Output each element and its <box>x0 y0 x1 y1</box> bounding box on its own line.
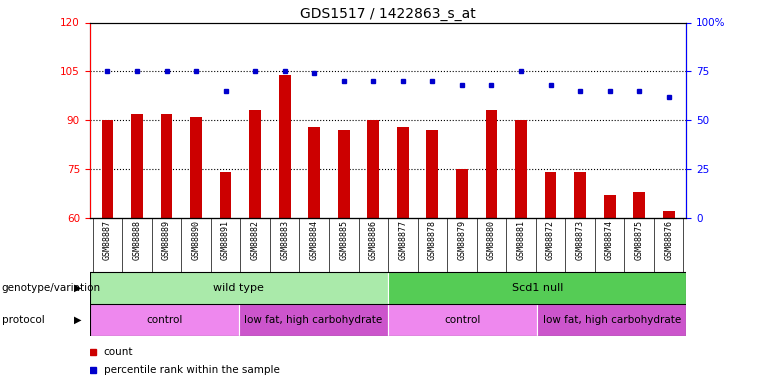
Text: percentile rank within the sample: percentile rank within the sample <box>104 365 279 375</box>
Bar <box>388 272 686 304</box>
Text: low fat, high carbohydrate: low fat, high carbohydrate <box>244 315 382 325</box>
Text: GSM88876: GSM88876 <box>665 220 673 260</box>
Bar <box>604 195 615 217</box>
Text: GSM88873: GSM88873 <box>576 220 584 260</box>
Text: protocol: protocol <box>2 315 44 325</box>
Bar <box>308 126 320 218</box>
Bar <box>456 169 468 217</box>
Text: count: count <box>104 346 133 357</box>
Text: GSM88872: GSM88872 <box>546 220 555 260</box>
Bar <box>544 172 556 217</box>
Text: GSM88875: GSM88875 <box>635 220 644 260</box>
Bar <box>90 272 388 304</box>
Bar <box>574 172 586 217</box>
Text: GSM88884: GSM88884 <box>310 220 319 260</box>
Bar <box>250 110 261 218</box>
Bar <box>427 130 438 218</box>
Text: GSM88880: GSM88880 <box>487 220 496 260</box>
Text: wild type: wild type <box>214 283 264 293</box>
Bar <box>663 211 675 217</box>
Text: genotype/variation: genotype/variation <box>2 283 101 293</box>
Bar <box>220 172 232 217</box>
Bar <box>278 75 291 217</box>
Bar <box>239 304 388 336</box>
Bar <box>338 130 349 218</box>
Bar <box>190 117 202 218</box>
Bar <box>367 120 379 218</box>
Text: control: control <box>146 315 183 325</box>
Text: ▶: ▶ <box>74 315 82 325</box>
Text: GSM88890: GSM88890 <box>192 220 200 260</box>
Text: Scd1 null: Scd1 null <box>512 283 563 293</box>
Text: low fat, high carbohydrate: low fat, high carbohydrate <box>543 315 681 325</box>
Text: GSM88881: GSM88881 <box>516 220 526 260</box>
Text: GSM88883: GSM88883 <box>280 220 289 260</box>
Bar <box>90 304 239 336</box>
Bar <box>388 304 537 336</box>
Text: GSM88889: GSM88889 <box>162 220 171 260</box>
Text: GSM88879: GSM88879 <box>457 220 466 260</box>
Bar <box>537 304 686 336</box>
Text: GSM88886: GSM88886 <box>369 220 378 260</box>
Title: GDS1517 / 1422863_s_at: GDS1517 / 1422863_s_at <box>300 8 476 21</box>
Text: GSM88882: GSM88882 <box>250 220 260 260</box>
Text: control: control <box>445 315 480 325</box>
Bar <box>633 192 645 217</box>
Bar <box>161 114 172 218</box>
Text: GSM88887: GSM88887 <box>103 220 112 260</box>
Bar <box>397 126 409 218</box>
Bar <box>515 120 527 218</box>
Bar <box>101 120 113 218</box>
Text: GSM88878: GSM88878 <box>428 220 437 260</box>
Text: GSM88874: GSM88874 <box>605 220 614 260</box>
Text: GSM88877: GSM88877 <box>399 220 407 260</box>
Text: GSM88885: GSM88885 <box>339 220 348 260</box>
Text: ▶: ▶ <box>74 283 82 293</box>
Text: GSM88891: GSM88891 <box>221 220 230 260</box>
Bar <box>131 114 143 218</box>
Bar <box>485 110 498 218</box>
Text: GSM88888: GSM88888 <box>133 220 141 260</box>
